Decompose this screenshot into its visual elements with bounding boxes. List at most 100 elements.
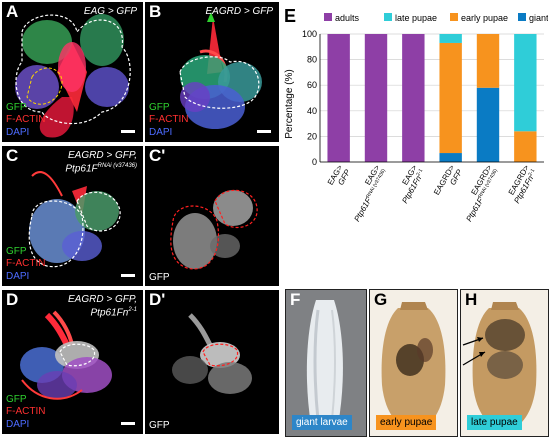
dapi-legend: DAPI bbox=[6, 126, 30, 138]
genotype-line: EAGRD > GFP, bbox=[67, 294, 137, 305]
stage-tag: early pupae bbox=[376, 415, 437, 430]
bar-segment bbox=[439, 42, 462, 154]
panel-c-prime-tissue-image bbox=[170, 189, 258, 270]
panel-c-prime-micrograph: C' GFP bbox=[145, 146, 279, 286]
bar-segment bbox=[514, 131, 537, 162]
genotype-line: Ptp61FRNAi (v37436) bbox=[65, 163, 137, 176]
y-tick-label: 80 bbox=[307, 55, 317, 65]
gfp-legend: GFP bbox=[6, 101, 27, 113]
panel-f-photo: F giant larvae bbox=[285, 289, 367, 437]
genotype-line: EAG > GFP bbox=[83, 6, 137, 17]
y-tick-label: 0 bbox=[312, 157, 317, 167]
stage-tag: late pupae bbox=[467, 415, 522, 430]
legend-swatch bbox=[324, 13, 332, 21]
y-axis-label: Percentage (%) bbox=[284, 69, 295, 138]
panel-h-photo: H late pupae bbox=[460, 289, 549, 437]
x-tick-label: EAGRD>Ptp61Fn2-1 bbox=[505, 163, 539, 205]
panel-c-tissue-image bbox=[28, 171, 121, 268]
scale-bar bbox=[121, 130, 135, 133]
bar-segment bbox=[476, 34, 500, 88]
bar-segment bbox=[439, 153, 462, 162]
factin-legend: F-ACTIN bbox=[6, 406, 46, 417]
early-pupa-image bbox=[370, 290, 457, 436]
legend-swatch bbox=[518, 13, 526, 21]
genotype-label: EAGRD > GFP bbox=[205, 6, 273, 19]
y-axis: 0 20 40 60 80 100 bbox=[302, 29, 544, 167]
legend-swatch bbox=[384, 13, 392, 21]
scale-bar bbox=[257, 130, 271, 133]
panel-a-micrograph: A EAG > GFP GFP F-ACTIN DAPI bbox=[2, 2, 143, 142]
genotype-label: EAG > GFP bbox=[84, 6, 137, 19]
factin-legend: F-ACTIN bbox=[6, 258, 46, 269]
panel-label: F bbox=[290, 290, 301, 309]
stage-tag: giant larvae bbox=[292, 415, 352, 430]
panel-label: C bbox=[6, 146, 19, 165]
gfp-legend: GFP bbox=[6, 245, 27, 257]
scale-bar bbox=[121, 422, 135, 425]
panel-label: G bbox=[374, 290, 388, 309]
genotype-gene: Ptp61F bbox=[65, 162, 98, 174]
genotype-gene: Ptp61Fn bbox=[90, 306, 129, 318]
stain-legend: GFP F-ACTIN DAPI bbox=[6, 246, 45, 284]
factin-legend: F-ACTIN bbox=[149, 114, 189, 125]
panel-c-micrograph: C EAGRD > GFP, Ptp61FRNAi (v37436) GFP F… bbox=[2, 146, 143, 286]
stain-legend: GFP F-ACTIN DAPI bbox=[6, 102, 45, 140]
legend-label: late pupae bbox=[395, 13, 437, 23]
late-pupa-image bbox=[461, 290, 548, 436]
x-tick-label: EAG>GFP bbox=[326, 163, 353, 191]
legend-label: early pupae bbox=[461, 13, 508, 23]
chart-legend: adults late pupae early pupae giant larvae bbox=[324, 13, 548, 23]
x-tick-label: EAG>Ptp61Fn2-1 bbox=[393, 163, 427, 205]
panel-b-tissue-image bbox=[179, 12, 262, 129]
dapi-legend: DAPI bbox=[6, 270, 30, 282]
legend-label: giant larvae bbox=[529, 13, 548, 23]
bar-segment bbox=[476, 87, 500, 162]
channel-label: GFP bbox=[149, 420, 170, 431]
chart-grid bbox=[320, 33, 544, 163]
gfp-legend: GFP bbox=[6, 393, 27, 405]
genotype-label: EAGRD > GFP, Ptp61Fn2-1 bbox=[68, 294, 137, 319]
panel-a-tissue-image bbox=[15, 14, 131, 138]
giant-larva-image bbox=[286, 290, 366, 436]
genotype-sup: 2-1 bbox=[128, 306, 137, 313]
stain-legend: GFP F-ACTIN DAPI bbox=[149, 102, 188, 140]
scale-bar bbox=[121, 274, 135, 277]
genotype-line: Ptp61Fn2-1 bbox=[68, 307, 137, 320]
bar-segment bbox=[514, 34, 537, 132]
dapi-legend: DAPI bbox=[6, 418, 30, 430]
panel-label: E bbox=[284, 6, 296, 26]
y-tick-label: 20 bbox=[307, 131, 317, 141]
legend-label: adults bbox=[335, 13, 360, 23]
genotype-sup: RNAi (v37436) bbox=[97, 162, 137, 169]
panel-d-micrograph: D EAGRD > GFP, Ptp61Fn2-1 GFP F-ACTIN DA… bbox=[2, 290, 143, 434]
y-tick-label: 100 bbox=[302, 29, 317, 39]
panel-d-prime-tissue-image bbox=[172, 313, 252, 394]
factin-legend: F-ACTIN bbox=[6, 114, 46, 125]
genotype-label: EAGRD > GFP, Ptp61FRNAi (v37436) bbox=[65, 150, 137, 175]
bar-segment bbox=[402, 34, 425, 162]
legend-swatch bbox=[450, 13, 458, 21]
panel-label: D' bbox=[149, 290, 166, 309]
y-tick-label: 40 bbox=[307, 106, 317, 116]
bar-segment bbox=[327, 34, 350, 162]
dapi-legend: DAPI bbox=[149, 126, 173, 138]
panel-g-photo: G early pupae bbox=[369, 289, 458, 437]
gfp-legend: GFP bbox=[149, 101, 170, 113]
channel-label: GFP bbox=[149, 272, 170, 283]
panel-label: H bbox=[465, 290, 478, 309]
panel-b-micrograph: B EAGRD > GFP GFP F-ACTIN DAPI bbox=[145, 2, 279, 142]
x-tick-label: EAGRD>GFP bbox=[432, 163, 464, 201]
panel-d-prime-micrograph: D' GFP bbox=[145, 290, 279, 434]
panel-label: D bbox=[6, 290, 19, 309]
y-tick-label: 60 bbox=[307, 80, 317, 90]
stain-legend: GFP F-ACTIN DAPI bbox=[6, 394, 45, 432]
chart-bars bbox=[327, 34, 537, 162]
bar-segment bbox=[439, 34, 462, 43]
panel-label: B bbox=[149, 2, 162, 21]
panel-label: C' bbox=[149, 146, 166, 165]
survival-stacked-bar-chart: E adults late pupae early pupae giant larva… bbox=[284, 6, 548, 223]
panel-d-tissue-image bbox=[20, 310, 112, 400]
panel-label: A bbox=[6, 2, 19, 21]
genotype-line: EAGRD > GFP bbox=[205, 6, 273, 17]
x-axis: EAG>GFP EAG>Ptp61FRNAi (v37436) EAG>Ptp61F… bbox=[326, 163, 539, 223]
